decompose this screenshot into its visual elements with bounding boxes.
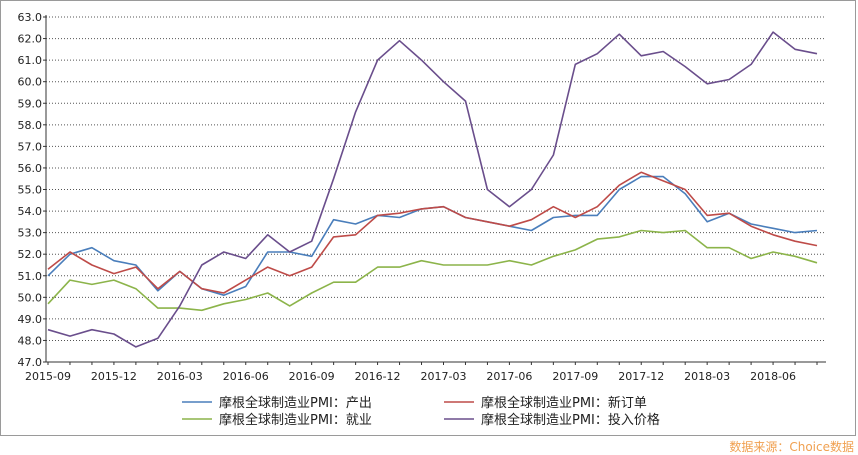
y-tick-label: 52.0 — [18, 248, 43, 261]
x-tick-label: 2016-03 — [157, 370, 203, 383]
x-tick-label: 2017-06 — [486, 370, 532, 383]
series-lines — [47, 31, 818, 348]
x-tick-labels: 2015-09 2015-12 2016-03 2016-06 2016-09 2016-… — [25, 370, 796, 383]
x-tick-label: 2018-06 — [750, 370, 796, 383]
series-line-3 — [47, 229, 818, 312]
x-tick-label: 2016-06 — [223, 370, 269, 383]
series-line-1 — [47, 175, 818, 297]
source-note: 数据来源：Choice数据 — [729, 440, 854, 454]
y-tick-label: 53.0 — [18, 227, 43, 240]
legend-label: 摩根全球制造业PMI：产出 — [219, 395, 372, 411]
y-tick-label: 48.0 — [18, 334, 43, 347]
x-tick-label: 2016-09 — [289, 370, 335, 383]
legend-label: 摩根全球制造业PMI：投入价格 — [481, 412, 660, 428]
y-tick-label: 50.0 — [18, 291, 43, 304]
y-tick-label: 62.0 — [18, 33, 43, 46]
y-tick-label: 59.0 — [18, 97, 43, 110]
y-tick-label: 55.0 — [18, 184, 43, 197]
chart-frame — [0, 0, 856, 436]
x-tick-label: 2017-03 — [421, 370, 467, 383]
series-line-2 — [47, 171, 818, 294]
line-chart: 47.0 48.0 49.0 50.0 51.0 52.0 53.0 54.0 55.0 56.0… — [18, 11, 826, 428]
legend: 摩根全球制造业PMI：产出 摩根全球制造业PMI：新订单摩根全球制造业PMI：就业… — [182, 395, 660, 428]
x-tick-label: 2018-03 — [684, 370, 730, 383]
x-tick-label: 2017-12 — [618, 370, 664, 383]
y-tick-label: 63.0 — [18, 11, 43, 24]
y-tick-label: 61.0 — [18, 54, 43, 67]
x-tick-label: 2015-12 — [91, 370, 137, 383]
legend-label: 摩根全球制造业PMI：就业 — [219, 412, 372, 428]
y-tick-label: 47.0 — [18, 356, 43, 369]
y-tick-label: 56.0 — [18, 162, 43, 175]
y-tick-label: 51.0 — [18, 270, 43, 283]
y-tick-labels: 47.0 48.0 49.0 50.0 51.0 52.0 53.0 54.0 55.0 56.0… — [18, 11, 43, 369]
x-tick-label: 2015-09 — [25, 370, 71, 383]
grid-lines — [46, 16, 826, 341]
series-line-4 — [47, 31, 818, 348]
y-tick-label: 60.0 — [18, 76, 43, 89]
y-tick-label: 54.0 — [18, 205, 43, 218]
y-tick-label: 49.0 — [18, 313, 43, 326]
y-tick-label: 57.0 — [18, 140, 43, 153]
legend-label: 摩根全球制造业PMI：新订单 — [481, 395, 647, 411]
x-tick-label: 2016-12 — [355, 370, 401, 383]
axes — [43, 15, 826, 365]
x-tick-label: 2017-09 — [552, 370, 598, 383]
y-tick-label: 58.0 — [18, 119, 43, 132]
